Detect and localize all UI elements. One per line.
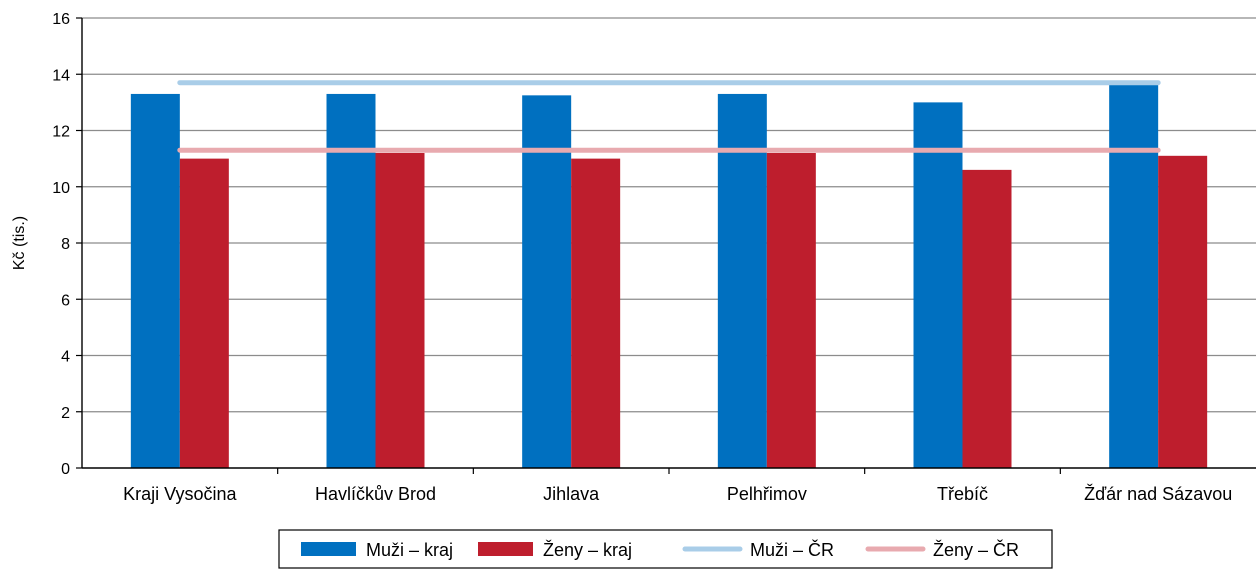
tick-labels: 0 2 4 6 8 10 12 14 16 Kraji Vysočina Havlíčkův Bro… (52, 11, 1232, 504)
bar-series (130, 84, 1208, 468)
x-tick-label: Třebíč (937, 484, 988, 504)
y-tick-label: 2 (61, 405, 70, 422)
bar-zeny-kraj (1158, 155, 1208, 468)
x-tick-label: Pelhřimov (727, 484, 807, 504)
x-tick-label: Jihlava (543, 484, 600, 504)
y-tick-label: 0 (61, 461, 70, 478)
y-tick-label: 14 (52, 67, 70, 84)
y-tick-label: 6 (61, 292, 70, 309)
y-tick-label: 8 (61, 236, 70, 253)
bar-zeny-kraj (179, 158, 229, 468)
x-tick-label: Havlíčkův Brod (315, 484, 436, 504)
bar-muzi-kraj (717, 93, 767, 468)
legend-label: Muži – kraj (366, 540, 453, 560)
bar-muzi-kraj (913, 102, 963, 468)
bar-zeny-kraj (962, 169, 1012, 468)
gridlines (82, 17, 1256, 413)
legend-label: Ženy – ČR (933, 539, 1019, 560)
y-tick-label: 10 (52, 180, 70, 197)
bar-muzi-kraj (326, 93, 376, 468)
x-tick-label: Kraji Vysočina (123, 484, 237, 504)
bar-muzi-kraj (130, 93, 180, 468)
bar-zeny-kraj (571, 158, 621, 468)
legend-swatch (301, 542, 356, 556)
y-tick-label: 4 (61, 349, 70, 366)
bar-muzi-kraj (522, 95, 572, 468)
legend-label: Muži – ČR (750, 539, 834, 560)
legend-label: Ženy – kraj (543, 540, 632, 560)
x-tick-label: Žďár nad Sázavou (1084, 484, 1232, 504)
y-axis-label: Kč (tis.) (11, 216, 28, 270)
axes (76, 17, 1256, 474)
bar-muzi-kraj (1109, 84, 1159, 468)
y-tick-label: 16 (52, 11, 70, 28)
reference-lines (177, 80, 1161, 153)
y-tick-label: 12 (52, 124, 70, 141)
legend-swatch (478, 542, 533, 556)
bar-zeny-kraj (766, 153, 816, 468)
bar-zeny-kraj (375, 153, 425, 468)
legend: Muži – kraj Ženy – kraj Muži – ČR Ženy – ČR (278, 529, 1053, 569)
